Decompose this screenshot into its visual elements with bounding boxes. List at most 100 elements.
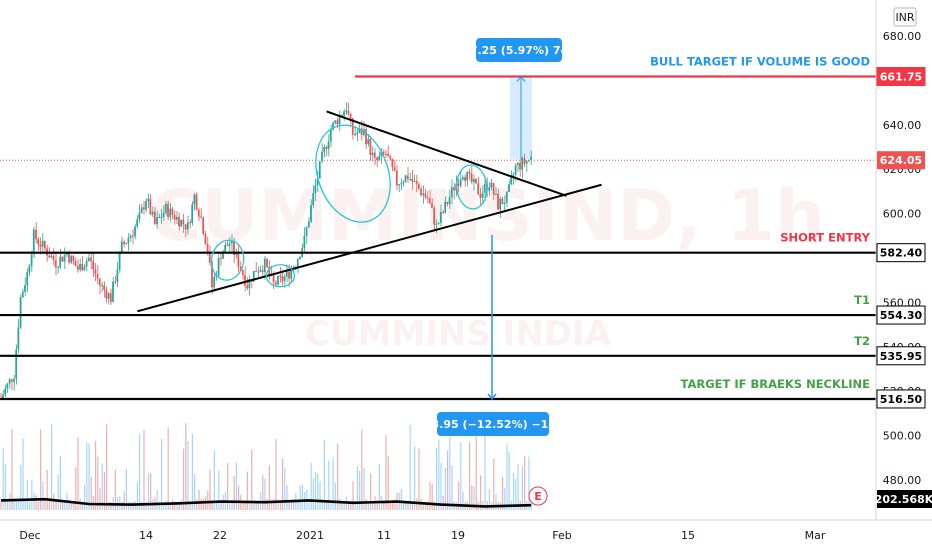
candle-body <box>347 110 350 114</box>
volume-bar <box>469 442 471 510</box>
volume-bar <box>95 440 97 510</box>
x-tick-label: 19 <box>451 529 465 542</box>
volume-bar <box>315 472 317 510</box>
measure-up-tool[interactable]: 37.25 (5.97%) 745 <box>462 38 576 160</box>
level-badge-t1 <box>876 305 926 325</box>
volume-bar <box>213 450 215 510</box>
volume-bar <box>235 462 237 510</box>
measure-down-label: −73.95 (−12.52%) −1479 <box>415 418 572 431</box>
candle-body <box>70 255 73 263</box>
upper-trendline[interactable] <box>326 110 567 197</box>
lower-trendline[interactable] <box>137 183 602 313</box>
volume-bar <box>114 469 116 510</box>
x-tick-label: 15 <box>681 529 695 542</box>
candle-body <box>391 158 394 168</box>
symbol-watermark: CUMMINSIND, 1h CUMMINS INDIA <box>150 175 825 354</box>
candle-body <box>145 201 147 210</box>
volume-bar <box>321 501 323 510</box>
volume-bar <box>24 500 26 510</box>
volume-bar <box>207 490 209 510</box>
candle-body <box>329 129 332 142</box>
level-badge-short-entry <box>876 243 926 263</box>
volume-bar <box>4 463 6 510</box>
candle-body <box>180 219 183 227</box>
candle-body <box>138 212 141 220</box>
volume-bar <box>407 501 409 510</box>
volume-bar <box>103 471 105 510</box>
volume-bar <box>376 500 378 510</box>
volume-bar <box>521 466 523 510</box>
candle-body <box>439 211 442 223</box>
volume-bar <box>330 501 332 510</box>
volume-bars <box>0 423 532 510</box>
volume-bar <box>273 498 275 510</box>
measure-down-tool[interactable]: −73.95 (−12.52%) −1479 <box>415 234 572 436</box>
volume-bar <box>132 501 134 510</box>
candle-body <box>274 282 277 285</box>
candle-body <box>248 278 251 289</box>
annotation-t2: T2 <box>854 334 870 348</box>
annotation-bull-target: BULL TARGET IF VOLUME IS GOOD <box>650 55 870 69</box>
price-axis[interactable]: 680.00640.00620.00600.00560.00540.00520.… <box>875 0 932 520</box>
candle-body <box>512 174 515 178</box>
volume-bar <box>506 444 508 510</box>
candle-body <box>314 185 317 193</box>
volume-bar <box>167 427 169 510</box>
candle-body <box>437 222 440 224</box>
candle-body <box>136 219 139 227</box>
candle-body <box>235 252 238 256</box>
volume-bar <box>7 500 9 510</box>
candle-body <box>305 227 308 236</box>
volume-bar <box>394 499 396 510</box>
candle-body <box>94 269 97 275</box>
volume-bar <box>20 465 22 510</box>
candle-body <box>272 273 275 283</box>
candle-body <box>65 253 68 255</box>
volume-bar <box>460 442 462 510</box>
candle-body <box>142 207 145 210</box>
candle-body <box>516 162 519 166</box>
volume-bar <box>218 471 220 510</box>
candle-body <box>123 241 125 244</box>
volume-bar <box>473 486 475 510</box>
event-marker[interactable]: E <box>528 486 548 506</box>
candle-body <box>316 178 319 186</box>
candle-body <box>140 207 143 213</box>
candle-body <box>389 156 392 159</box>
candle-body <box>252 270 255 282</box>
candle-body <box>406 175 409 179</box>
currency-badge[interactable]: INR <box>893 7 917 27</box>
candle-body <box>54 260 57 268</box>
candle-body <box>101 285 103 287</box>
volume-bar <box>13 501 15 510</box>
candle-body <box>202 217 205 234</box>
candle-body <box>131 235 134 237</box>
candle-body <box>74 261 77 267</box>
volume-bar <box>147 473 149 510</box>
candle-body <box>303 235 306 249</box>
volume-bar <box>332 458 334 510</box>
candle-body <box>415 181 418 185</box>
candle-body <box>450 187 453 198</box>
volume-bar <box>431 483 433 510</box>
candle-body <box>477 183 480 195</box>
candle-body <box>90 257 92 262</box>
volume-bar <box>425 501 427 510</box>
price-levels <box>0 75 876 401</box>
volume-bar <box>372 501 374 510</box>
candle-body <box>149 199 152 215</box>
candle-body <box>116 269 119 282</box>
candle-body <box>503 202 506 205</box>
candle-body <box>411 178 414 182</box>
volume-bar <box>352 480 354 510</box>
level-badge-label-neckline-target: 516.50 <box>880 393 923 406</box>
candle-body <box>373 152 376 158</box>
volume-bar <box>262 475 264 510</box>
candle-body <box>2 394 4 398</box>
candle-body <box>387 153 389 157</box>
time-axis[interactable]: Dec 14 22 2021 11 19 Feb 15 Mar <box>0 519 932 550</box>
volume-bar <box>378 464 380 510</box>
candle-body <box>488 187 491 191</box>
volume-bar <box>37 501 39 510</box>
